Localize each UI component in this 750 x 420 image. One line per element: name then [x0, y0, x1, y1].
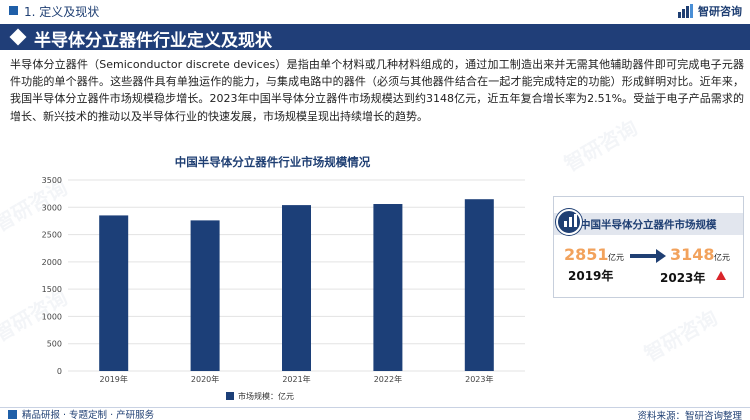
bar: [190, 220, 220, 371]
page-title: 半导体分立器件行业定义及现状: [34, 31, 272, 51]
chart-title: 中国半导体分立器件行业市场规模情况: [174, 155, 371, 169]
bar: [464, 199, 494, 371]
y-tick-label: 2000: [42, 258, 62, 267]
intro-paragraph: 半导体分立器件（Semiconductor discrete devices）是…: [10, 58, 744, 123]
bar-chart-icon: [556, 209, 582, 235]
end-value: 3148: [670, 245, 715, 264]
section-marker-icon: [9, 6, 18, 15]
diamond-icon: [9, 28, 27, 46]
x-tick-label: 2021年: [282, 374, 310, 384]
y-tick-label: 500: [47, 340, 62, 349]
bar: [282, 205, 311, 371]
chart-legend: 市场规模：亿元: [226, 390, 294, 402]
footer-marker-icon: [8, 409, 17, 419]
logo-text: 智研咨询: [698, 5, 742, 18]
section-label: 1. 定义及现状: [24, 5, 100, 19]
footer-services-text: 精品研报 · 专题定制 · 产研服务: [22, 410, 155, 420]
y-tick-label: 3500: [42, 176, 62, 185]
summary-card-title: 中国半导体分立器件市场规模: [580, 219, 717, 231]
bar-chart-logo-icon: [678, 4, 694, 18]
end-unit: 亿元: [714, 253, 730, 262]
brand-logo[interactable]: 智研咨询: [678, 3, 742, 19]
y-tick-label: 2500: [42, 231, 62, 240]
summary-card: 中国半导体分立器件市场规模 2851 亿元 3148 亿元 2019年 2023…: [553, 196, 744, 298]
watermark: 智研咨询: [640, 305, 722, 367]
bar: [99, 215, 129, 371]
start-year: 2019年: [568, 269, 614, 283]
summary-card-header: 中国半导体分立器件市场规模: [554, 213, 743, 235]
y-tick-label: 3000: [42, 203, 62, 212]
footer-divider: [0, 407, 750, 408]
start-value: 2851: [564, 245, 609, 264]
y-tick-label: 1500: [42, 285, 62, 294]
x-tick-label: 2023年: [465, 374, 493, 384]
x-tick-label: 2019年: [100, 374, 128, 384]
title-banner: 半导体分立器件行业定义及现状: [0, 24, 750, 51]
legend-label: 市场规模：亿元: [238, 391, 294, 401]
end-year: 2023年: [660, 271, 706, 285]
start-unit: 亿元: [608, 253, 624, 262]
legend-swatch: [226, 392, 234, 400]
footer-source: 资料来源：智研咨询整理: [637, 411, 742, 420]
right-arrow-icon: [656, 249, 666, 263]
chart-svg: 0 500 1000 1500 2000 2500 3000 3500 2019年 2020年 20…: [42, 176, 525, 384]
top-bar: 1. 定义及现状 智研咨询: [0, 0, 750, 22]
x-tick-label: 2022年: [374, 374, 402, 384]
up-arrow-icon: [716, 271, 726, 280]
x-tick-label: 2020年: [191, 374, 219, 384]
market-size-bar-chart: 0 500 1000 1500 2000 2500 3000 3500 2019年 2020年 20…: [0, 170, 545, 408]
arrow-shaft: [630, 254, 658, 258]
y-tick-label: 1000: [42, 312, 62, 321]
bar: [373, 204, 403, 371]
footer-left: 精品研报 · 专题定制 · 产研服务: [8, 408, 154, 420]
y-tick-label: 0: [57, 367, 62, 376]
